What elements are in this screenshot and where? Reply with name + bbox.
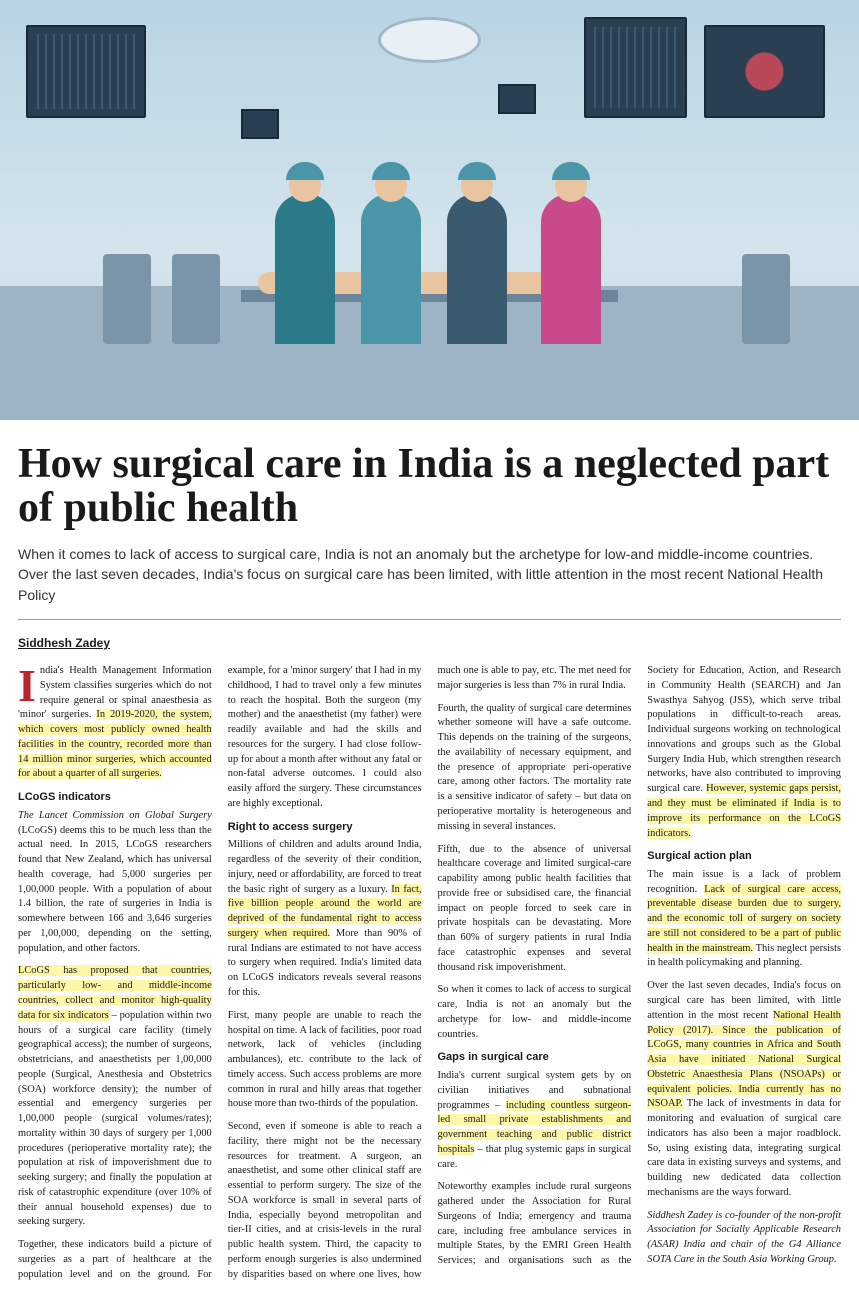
equipment-cart-2: [172, 254, 220, 344]
para-11: India's current surgical system gets by …: [438, 1069, 632, 1172]
para-intro: India's Health Management Information Sy…: [18, 664, 212, 782]
surgeon-4: [541, 194, 601, 344]
para-13: The main issue is a lack of problem reco…: [647, 868, 841, 971]
equipment-cart-3: [742, 254, 790, 344]
surgeon-1: [275, 194, 335, 344]
deck: When it comes to lack of access to surgi…: [18, 544, 841, 620]
author-tagline: Siddhesh Zadey is co-founder of the non-…: [647, 1209, 841, 1268]
subhead-right: Right to access surgery: [228, 820, 422, 836]
para-2: The Lancet Commission on Global Surgery …: [18, 809, 212, 957]
para-9: Fifth, due to the absence of universal h…: [438, 843, 632, 976]
para-8: Fourth, the quality of surgical care det…: [438, 702, 632, 835]
subhead-action: Surgical action plan: [647, 849, 841, 865]
operating-light: [378, 17, 481, 63]
para-14: Over the last seven decades, India's foc…: [647, 979, 841, 1200]
para-6: First, many people are unable to reach t…: [228, 1009, 422, 1112]
wall-monitor-dna: [26, 25, 146, 117]
wall-monitor-vitals: [584, 17, 687, 118]
subhead-gaps: Gaps in surgical care: [438, 1050, 632, 1066]
body-columns: India's Health Management Information Sy…: [18, 664, 841, 1282]
byline: Siddhesh Zadey: [18, 636, 110, 650]
wall-monitor-heart: [704, 25, 824, 117]
equipment-cart-1: [103, 254, 151, 344]
arm-monitor-left: [241, 109, 279, 139]
para-3: LCoGS has proposed that countries, parti…: [18, 964, 212, 1230]
hero-illustration: GETTY IMAGES: [0, 0, 859, 420]
headline: How surgical care in India is a neglecte…: [18, 442, 841, 530]
surgeon-3: [447, 194, 507, 344]
surgeon-2: [361, 194, 421, 344]
subhead-lcogs: LCoGS indicators: [18, 790, 212, 806]
article-body: How surgical care in India is a neglecte…: [0, 420, 859, 1303]
arm-monitor-right: [498, 84, 536, 114]
para-5: Millions of children and adults around I…: [228, 838, 422, 1000]
para-10: So when it comes to lack of access to su…: [438, 983, 632, 1042]
